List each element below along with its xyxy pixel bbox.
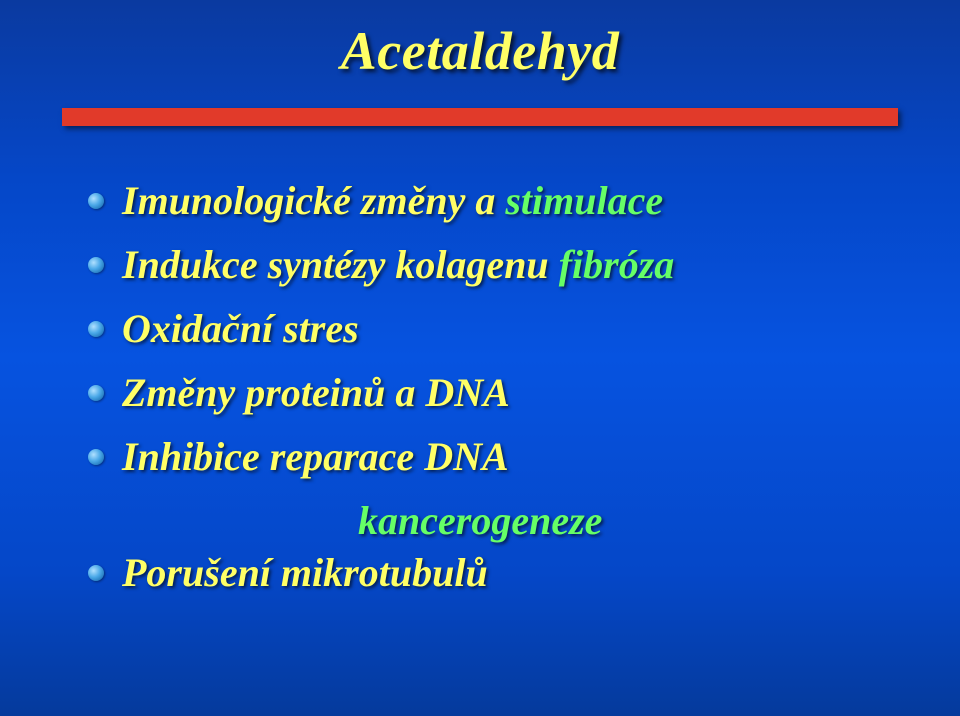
bullet-icon (88, 321, 104, 337)
bullet-icon (88, 257, 104, 273)
item-prefix: Inhibice reparace DNA (122, 434, 509, 479)
title-underline (62, 108, 898, 126)
bullet-icon (88, 449, 104, 465)
content-area: Imunologické změny a stimulace Indukce s… (88, 175, 900, 611)
slide: Acetaldehyd Imunologické změny a stimula… (0, 0, 960, 716)
list-item-text: Imunologické změny a stimulace (122, 175, 663, 227)
list-item: Porušení mikrotubulů (88, 547, 900, 599)
list-item-text: Oxidační stres (122, 303, 359, 355)
list-item: Imunologické změny a stimulace (88, 175, 900, 227)
slide-title: Acetaldehyd (0, 20, 960, 82)
bullet-icon (88, 193, 104, 209)
list-item: Oxidační stres (88, 303, 900, 355)
bullet-icon (88, 385, 104, 401)
list-item-text: Porušení mikrotubulů (122, 547, 488, 599)
item-prefix: Oxidační stres (122, 306, 359, 351)
item-prefix: Porušení mikrotubulů (122, 550, 488, 595)
list-item: Inhibice reparace DNA (88, 431, 900, 483)
item-prefix: Změny proteinů a DNA (122, 370, 510, 415)
list-item: Změny proteinů a DNA (88, 367, 900, 419)
list-item-text: Indukce syntézy kolagenu fibróza (122, 239, 674, 291)
bullet-icon (88, 565, 104, 581)
indented-line: kancerogeneze (358, 495, 900, 547)
item-suffix: stimulace (505, 178, 663, 223)
list-item-text: Inhibice reparace DNA (122, 431, 509, 483)
list-item: Indukce syntézy kolagenu fibróza (88, 239, 900, 291)
item-suffix: fibróza (559, 242, 675, 287)
item-prefix: Imunologické změny a (122, 178, 505, 223)
item-prefix: Indukce syntézy kolagenu (122, 242, 559, 287)
list-item-text: Změny proteinů a DNA (122, 367, 510, 419)
